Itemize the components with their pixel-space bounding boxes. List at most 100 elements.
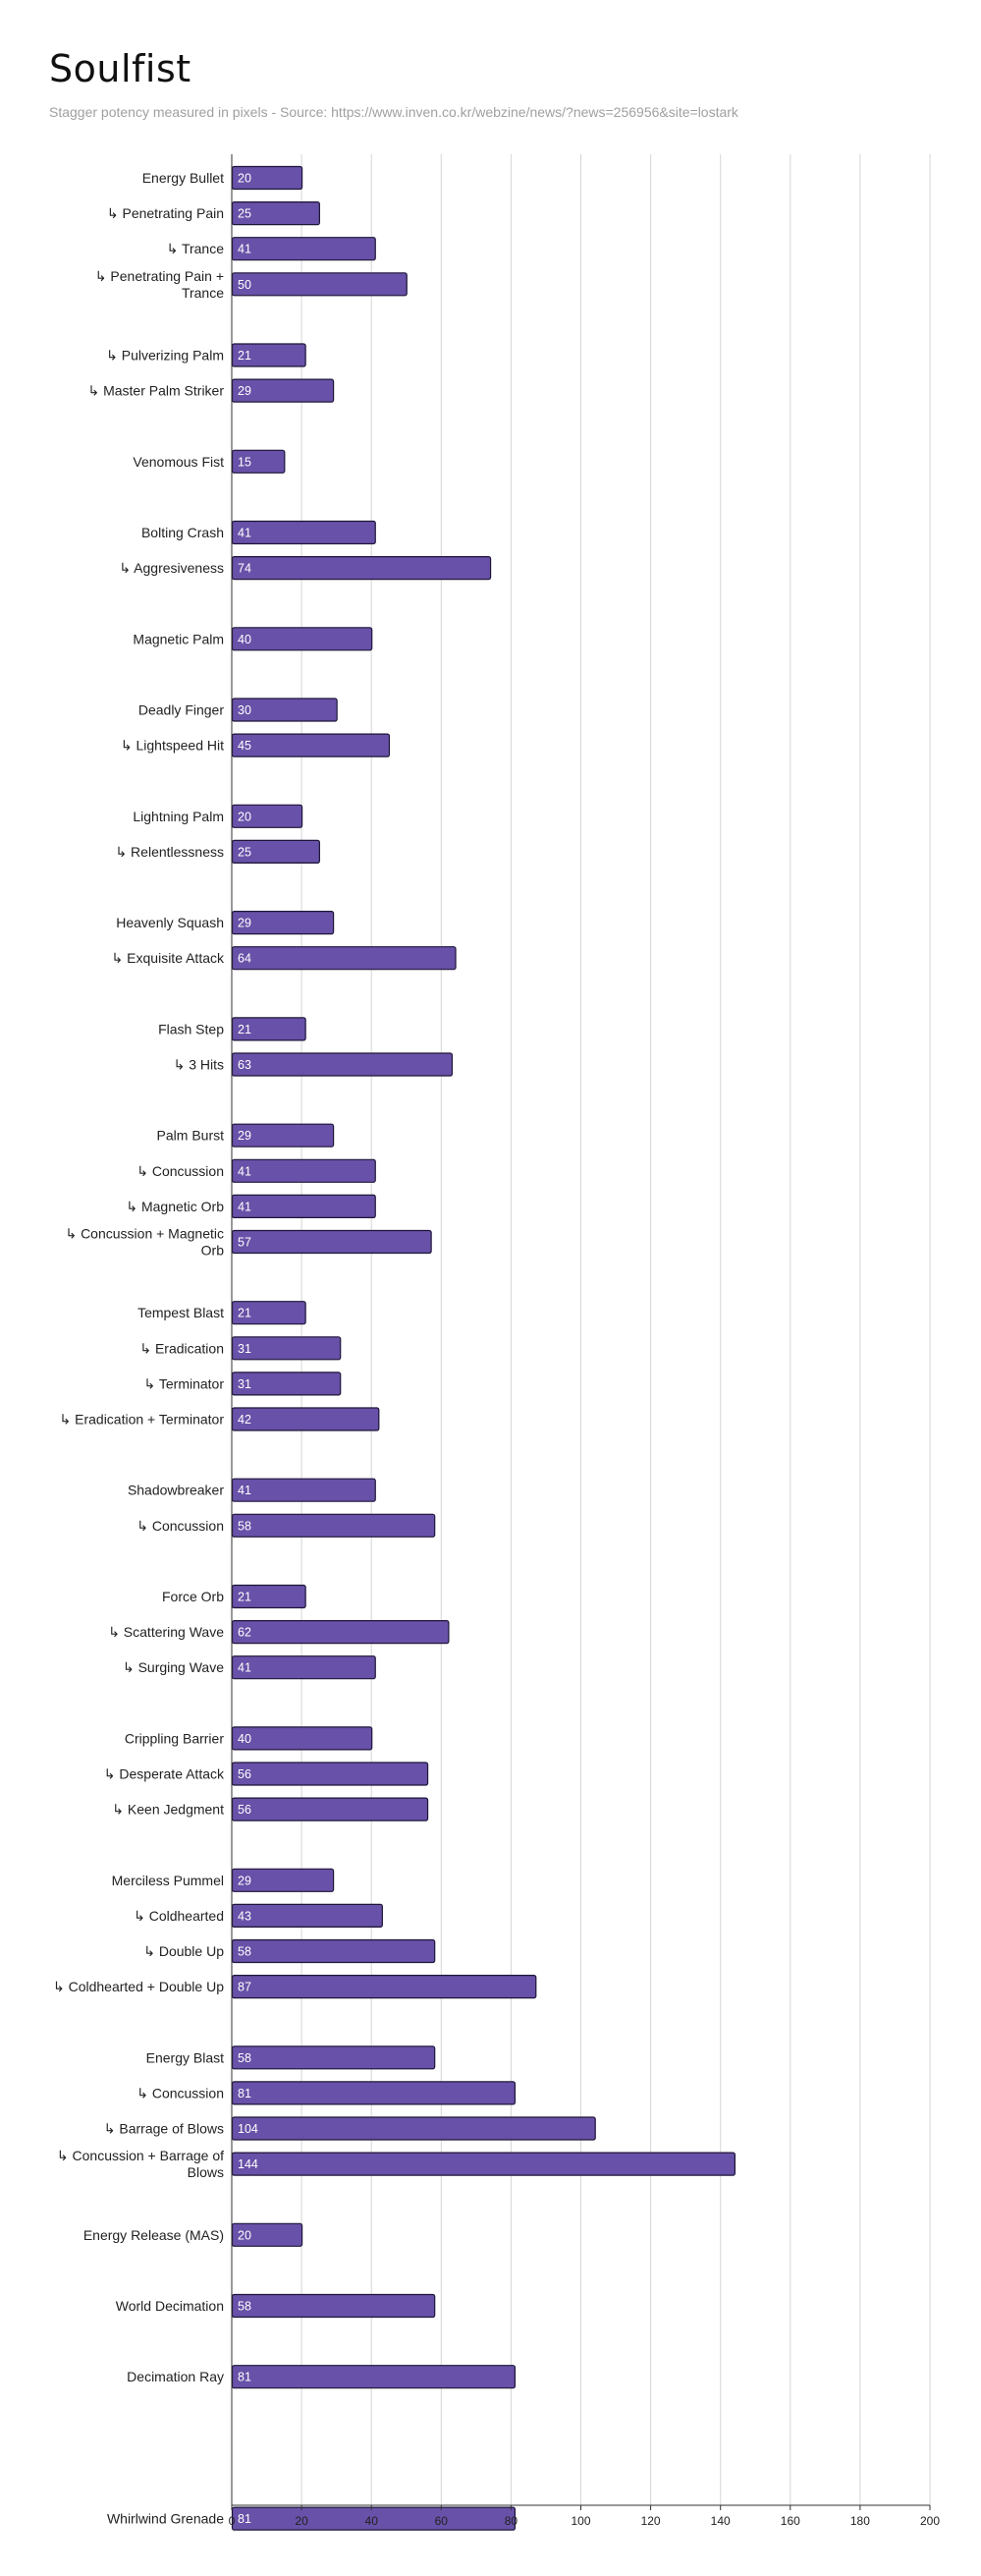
bar bbox=[231, 2045, 436, 2070]
bar bbox=[231, 1052, 454, 1077]
x-tick-label: 20 bbox=[295, 2514, 308, 2528]
category-label: ↳ Pulverizing Palm bbox=[106, 348, 224, 364]
bar bbox=[231, 2152, 736, 2176]
category-label: Heavenly Squash bbox=[116, 915, 224, 930]
category-label: ↳ Keen Jedgment bbox=[112, 1802, 224, 1818]
bar-value-label: 25 bbox=[238, 845, 251, 859]
bar bbox=[231, 1726, 373, 1751]
bar bbox=[231, 2116, 596, 2141]
category-label: ↳ Eradication bbox=[139, 1340, 224, 1356]
bar-value-label: 31 bbox=[238, 1377, 251, 1391]
category-label: Force Orb bbox=[162, 1589, 224, 1604]
bar-value-label: 20 bbox=[238, 810, 251, 823]
x-tick-label: 80 bbox=[505, 2514, 518, 2528]
bar-value-label: 21 bbox=[238, 349, 251, 363]
bar bbox=[231, 733, 391, 757]
bar-value-label: 41 bbox=[238, 527, 251, 540]
x-tick-label: 0 bbox=[229, 2514, 236, 2528]
bar bbox=[231, 946, 457, 971]
chart-title: Soulfist bbox=[49, 47, 191, 90]
bar-value-label: 21 bbox=[238, 1307, 251, 1320]
bar-value-label: 29 bbox=[238, 1874, 251, 1887]
bar-value-label: 40 bbox=[238, 1732, 251, 1746]
bar-value-label: 20 bbox=[238, 2228, 251, 2242]
category-label: Energy Bullet bbox=[142, 170, 224, 186]
bar-value-label: 29 bbox=[238, 917, 251, 930]
category-labels: Energy Bullet ↳ Penetrating Pain ↳ Trance ↳… bbox=[53, 170, 225, 2527]
category-label: ↳ Concussion bbox=[136, 2085, 224, 2100]
bar bbox=[231, 1974, 537, 1999]
bars: 20 25 41 50 21 29 15 41 74 40 30 45 20 25 29 64 21 63 29 41… bbox=[231, 165, 736, 2531]
bar-value-label: 81 bbox=[238, 2512, 251, 2526]
bar-value-label: 58 bbox=[238, 2300, 251, 2314]
bar-value-label: 41 bbox=[238, 243, 251, 256]
category-label: ↳ Concussion + Barrage of Blows bbox=[57, 2148, 224, 2180]
category-label: ↳ Terminator bbox=[144, 1375, 225, 1391]
bar bbox=[231, 555, 492, 581]
category-label: ↳ Penetrating Pain bbox=[107, 205, 224, 221]
category-label: ↳ Concussion bbox=[136, 1518, 224, 1534]
bar-value-label: 41 bbox=[238, 1200, 251, 1213]
category-label: ↳ Relentlessness bbox=[115, 844, 224, 860]
category-label: Flash Step bbox=[158, 1021, 224, 1036]
bar-value-label: 21 bbox=[238, 1591, 251, 1604]
category-label: ↳ Exquisite Attack bbox=[112, 950, 225, 966]
bar-value-label: 62 bbox=[238, 1626, 251, 1640]
bar-value-label: 58 bbox=[238, 1945, 251, 1959]
bar-value-label: 56 bbox=[238, 1803, 251, 1817]
bar-value-label: 45 bbox=[238, 739, 251, 753]
bar-value-label: 63 bbox=[238, 1058, 251, 1072]
category-label: Shadowbreaker bbox=[128, 1483, 224, 1498]
category-label: Whirlwind Grenade bbox=[107, 2511, 224, 2527]
category-label: ↳ Concussion bbox=[136, 1163, 224, 1179]
bar bbox=[231, 1797, 429, 1821]
category-label: Lightning Palm bbox=[133, 809, 224, 824]
bar bbox=[231, 1619, 450, 1645]
bar bbox=[231, 1513, 436, 1538]
category-label: Energy Release (MAS) bbox=[83, 2227, 224, 2243]
category-label: ↳ Concussion + Magnetic Orb bbox=[65, 1226, 224, 1259]
bar-value-label: 74 bbox=[238, 562, 251, 576]
category-label: ↳ 3 Hits bbox=[174, 1057, 224, 1073]
category-label: ↳ Aggresiveness bbox=[119, 560, 224, 576]
bar bbox=[231, 1903, 383, 1929]
category-label: ↳ Magnetic Orb bbox=[126, 1199, 224, 1214]
bar-value-label: 43 bbox=[238, 1909, 251, 1923]
category-label: Venomous Fist bbox=[133, 454, 224, 470]
category-label: Energy Blast bbox=[146, 2049, 224, 2065]
category-label: World Decimation bbox=[116, 2298, 224, 2314]
bar-value-label: 57 bbox=[238, 1236, 251, 1250]
bar-value-label: 104 bbox=[238, 2122, 258, 2136]
x-tick-label: 200 bbox=[920, 2514, 940, 2528]
category-label: ↳ Double Up bbox=[143, 1943, 224, 1959]
category-label: ↳ Master Palm Striker bbox=[87, 383, 224, 399]
bar-value-label: 58 bbox=[238, 1519, 251, 1533]
bar bbox=[231, 2293, 436, 2319]
bar-value-label: 41 bbox=[238, 1164, 251, 1178]
bar-value-label: 81 bbox=[238, 2371, 251, 2384]
bar-value-label: 41 bbox=[238, 1661, 251, 1675]
category-label: Tempest Blast bbox=[137, 1305, 224, 1320]
category-label: ↳ Lightspeed Hit bbox=[121, 738, 224, 754]
x-tick-label: 60 bbox=[435, 2514, 449, 2528]
bar-value-label: 58 bbox=[238, 2051, 251, 2065]
category-label: ↳ Desperate Attack bbox=[104, 1766, 225, 1782]
bar-value-label: 20 bbox=[238, 172, 251, 186]
bar bbox=[231, 2081, 517, 2105]
bar bbox=[231, 520, 376, 545]
bar bbox=[231, 2506, 517, 2531]
category-label: ↳ Penetrating Pain + Trance bbox=[95, 268, 224, 301]
bar-value-label: 56 bbox=[238, 1767, 251, 1781]
bar-value-label: 41 bbox=[238, 1484, 251, 1497]
bar-value-label: 21 bbox=[238, 1023, 251, 1036]
category-label: Deadly Finger bbox=[138, 702, 224, 718]
bar bbox=[231, 1762, 429, 1786]
bar bbox=[231, 1158, 376, 1183]
bar-value-label: 29 bbox=[238, 1129, 251, 1143]
category-label: ↳ Scattering Wave bbox=[108, 1624, 224, 1640]
bar bbox=[231, 1655, 376, 1680]
category-label: Magnetic Palm bbox=[133, 631, 224, 646]
category-label: ↳ Coldhearted + Double Up bbox=[53, 1979, 224, 1994]
category-label: ↳ Surging Wave bbox=[123, 1659, 224, 1675]
category-label: Merciless Pummel bbox=[112, 1873, 224, 1888]
